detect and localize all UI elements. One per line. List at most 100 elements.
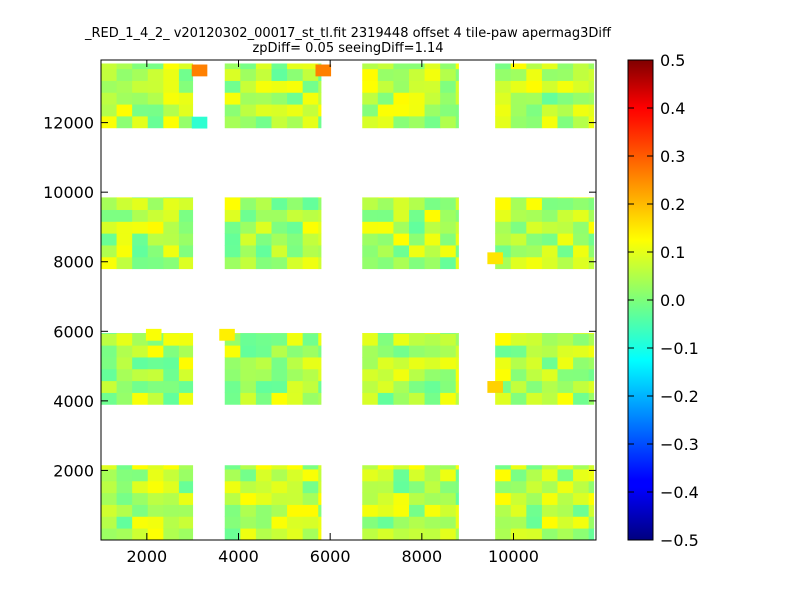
- heatmap-cell: [240, 480, 257, 494]
- heatmap-cell: [393, 469, 410, 482]
- heatmap-cell: [573, 504, 590, 517]
- heatmap-cell: [557, 465, 574, 470]
- x-axis-ticks: 2000 4000 6000 8000 10000: [126, 60, 539, 566]
- heatmap-cell: [573, 80, 590, 93]
- heatmap-cell: [302, 221, 319, 234]
- colorbar-tick-label: −0.3: [660, 435, 699, 454]
- heatmap-cell: [302, 392, 319, 405]
- heatmap-cell: [224, 92, 241, 105]
- heatmap-cell: [116, 63, 133, 70]
- heatmap-cell: [393, 492, 410, 505]
- heatmap-cell: [424, 63, 441, 70]
- heatmap-cell: [255, 92, 272, 105]
- heatmap-cell: [541, 92, 558, 105]
- colorbar-tick-label: 0.1: [660, 243, 685, 262]
- heatmap-cell: [132, 480, 149, 494]
- heatmap-cell: [318, 392, 322, 405]
- heatmap-cell: [393, 345, 410, 358]
- heatmap-cell: [287, 116, 304, 129]
- heatmap-cell: [588, 233, 595, 246]
- heatmap-cell: [178, 63, 194, 70]
- heatmap-cell: [240, 116, 257, 129]
- heatmap-cell: [409, 333, 425, 334]
- heatmap-cell: [393, 197, 410, 210]
- heatmap-cell: [557, 256, 574, 270]
- heatmap-cell: [101, 80, 117, 93]
- chart-title-line2: zpDiff= 0.05 seeingDiff=1.14: [252, 41, 443, 56]
- heatmap-cell: [362, 197, 379, 199]
- heatmap-cell: [362, 80, 379, 93]
- heatmap-cell: [287, 63, 304, 70]
- heatmap-cell: [424, 116, 441, 129]
- heatmap-cell: [541, 504, 558, 517]
- heatmap-cell: [132, 63, 149, 70]
- heatmap-cell: [163, 469, 180, 482]
- heatmap-cell: [573, 357, 590, 370]
- heatmap-cell: [455, 197, 459, 210]
- heatmap-cell: [588, 392, 595, 405]
- heatmap-cell: [362, 104, 379, 117]
- heatmap-cell: [526, 80, 543, 93]
- heatmap-cell: [377, 256, 394, 270]
- heatmap-cell: [302, 92, 319, 105]
- heatmap-cell: [455, 63, 459, 70]
- heatmap-cell: [541, 197, 558, 199]
- heatmap-cell: [318, 197, 322, 210]
- heatmap-cell: [287, 104, 304, 117]
- heatmap-cell: [224, 197, 241, 199]
- heatmap-cell: [240, 357, 257, 370]
- heatmap-cell: [255, 80, 272, 93]
- heatmap-cell: [409, 465, 425, 470]
- heatmap-cell: [255, 480, 272, 494]
- heatmap-cell: [377, 368, 394, 382]
- heatmap-cell: [302, 333, 319, 346]
- heatmap-cell: [573, 256, 590, 270]
- heatmap-cell: [409, 256, 425, 270]
- heatmap-cell: [224, 104, 241, 117]
- heatmap-cell: [318, 245, 322, 258]
- heatmap-cell: [287, 333, 304, 334]
- heatmap-cell: [255, 197, 272, 210]
- heatmap-cell: [455, 245, 459, 258]
- heatmap-cell: [302, 380, 319, 393]
- heatmap-cell: [287, 233, 304, 246]
- heatmap-cell: [302, 345, 319, 358]
- heatmap-cell: [132, 233, 149, 246]
- heatmap-cell: [132, 197, 149, 199]
- heatmap-cell: [510, 116, 527, 129]
- heatmap-cell: [573, 392, 590, 405]
- heatmap-cell: [132, 245, 149, 258]
- heatmap-cell: [541, 516, 558, 529]
- heatmap-cell: [557, 245, 574, 258]
- heatmap-cell: [526, 492, 543, 505]
- heatmap-cell: [510, 256, 527, 270]
- heatmap-cell: [455, 504, 459, 517]
- heatmap-cell: [377, 104, 394, 117]
- heatmap-cell: [541, 197, 558, 210]
- heatmap-cell: [147, 104, 164, 117]
- heatmap-cell: [147, 380, 164, 393]
- heatmap-cell: [495, 116, 512, 129]
- heatmap-cell: [541, 63, 558, 70]
- heatmap-cell: [116, 209, 133, 222]
- heatmap-cell: [147, 197, 164, 199]
- heatmap-cell: [147, 92, 164, 105]
- heatmap-cell: [495, 345, 512, 358]
- heatmap-cell: [302, 516, 319, 529]
- heatmap-cell: [541, 333, 558, 334]
- heatmap-cell: [255, 209, 272, 222]
- heatmap-cell: [409, 116, 425, 129]
- heatmap-cell: [393, 516, 410, 529]
- heatmap-cell: [318, 492, 322, 505]
- heatmap-cell: [271, 333, 288, 346]
- heatmap-cell: [163, 197, 180, 210]
- heatmap-cell: [377, 345, 394, 358]
- heatmap-cell: [409, 209, 425, 222]
- heatmap-cell: [163, 221, 180, 234]
- heatmap-cell: [557, 197, 574, 210]
- heatmap-cell: [440, 469, 457, 482]
- heatmap-cell: [557, 63, 574, 70]
- heatmap-cell: [224, 465, 241, 470]
- heatmap-cell: [302, 116, 319, 129]
- heatmap-cell: [526, 380, 543, 393]
